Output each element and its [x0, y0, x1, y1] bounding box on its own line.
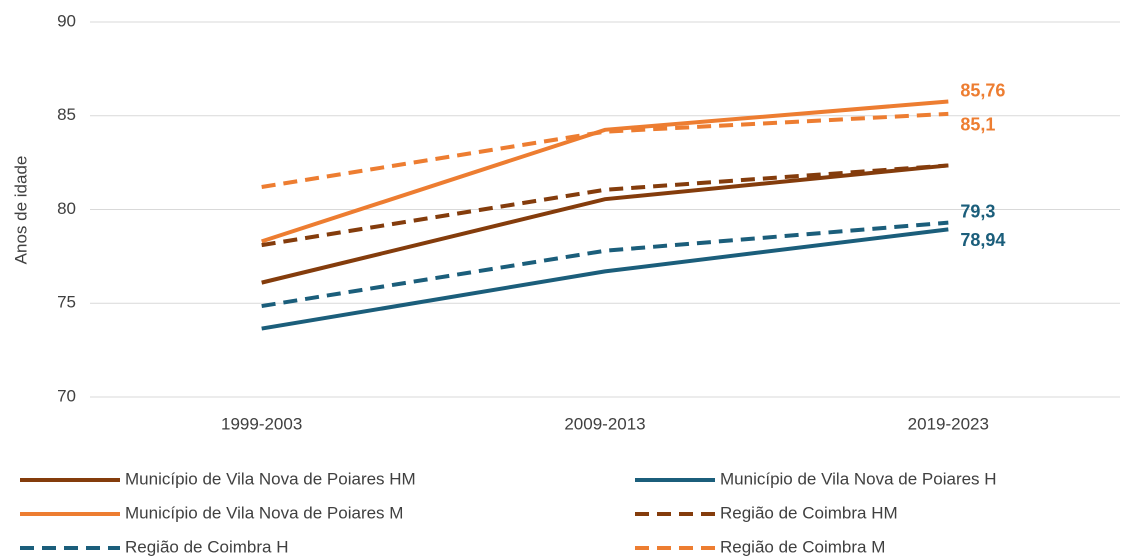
series-line: [261, 111, 949, 189]
legend-label: Região de Coimbra HM: [720, 503, 898, 522]
y-tick-label: 70: [57, 386, 76, 405]
x-tick-label: 2019-2023: [908, 414, 989, 433]
y-tick-label: 80: [57, 199, 76, 218]
data-label: 79,3: [960, 201, 995, 221]
series-line: [261, 163, 949, 248]
data-label: 78,94: [960, 230, 1005, 250]
series-line: [261, 163, 949, 285]
series-line: [261, 220, 949, 309]
series-line: [261, 227, 949, 331]
y-tick-label: 85: [57, 105, 76, 124]
series-line: [261, 99, 949, 244]
data-label: 85,76: [960, 80, 1005, 100]
y-tick-label: 75: [57, 293, 76, 312]
legend-label: Município de Vila Nova de Poiares M: [125, 503, 403, 522]
legend-label: Região de Coimbra M: [720, 537, 885, 556]
y-axis-label: Anos de idade: [11, 156, 30, 265]
x-tick-label: 1999-2003: [221, 414, 302, 433]
data-label: 85,1: [960, 115, 995, 135]
legend-label: Região de Coimbra H: [125, 537, 288, 556]
legend-label: Município de Vila Nova de Poiares H: [720, 469, 997, 488]
x-tick-label: 2009-2013: [564, 414, 645, 433]
legend-label: Município de Vila Nova de Poiares HM: [125, 469, 416, 488]
y-tick-label: 90: [57, 11, 76, 30]
